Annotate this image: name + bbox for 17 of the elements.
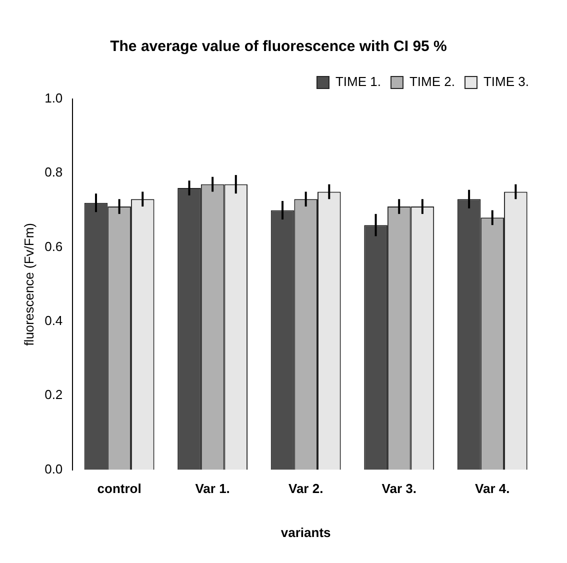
y-tick-label: 0.8 [44,164,63,180]
x-tick-label: Var 1. [195,481,230,496]
legend-label: TIME 3. [483,74,530,90]
chart-title: The average value of fluorescence with CI 95 % [110,38,447,56]
x-tick-label: Var 2. [288,481,324,496]
y-axis-title: fluorescence (Fv/Fm) [21,222,36,346]
y-tick-label: 0.6 [44,238,63,254]
y-tick-label: 0.4 [44,313,63,328]
y-tick-label: 0.2 [44,387,63,402]
x-tick-label: Var 3. [382,481,416,496]
x-tick-label: Var 4. [475,481,510,496]
legend-label: TIME 1. [335,74,381,90]
x-axis-title: variants [280,524,331,540]
legend-label: TIME 2. [409,74,456,90]
y-tick-label: 1.0 [44,90,63,106]
y-tick-label: 0.0 [44,461,63,476]
x-tick-label: control [97,481,142,496]
